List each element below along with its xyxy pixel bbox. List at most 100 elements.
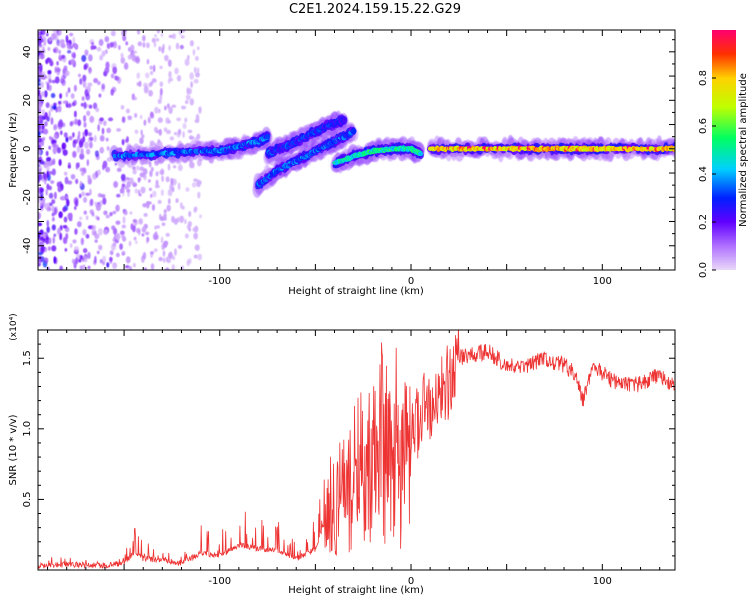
colorbar-tick-label: 0.4 <box>698 166 709 182</box>
spectrogram-cell <box>67 87 71 94</box>
spectrogram-cell <box>165 117 170 124</box>
spectrogram-cell <box>105 214 110 219</box>
spectrogram-cell <box>116 167 122 173</box>
spectrogram-cell <box>137 228 141 236</box>
spectrogram-cell <box>350 128 357 134</box>
spectrogram-cell <box>98 93 102 98</box>
spectrogram-cell <box>168 70 172 79</box>
spectrogram-cell <box>164 54 169 62</box>
spectrogram-cell <box>193 178 198 183</box>
spectrogram-cell <box>129 211 133 215</box>
spectrogram-cell <box>53 124 58 128</box>
spectrogram-cell <box>98 39 104 47</box>
spectrogram-cell <box>59 130 63 135</box>
spectrogram-cell <box>64 176 69 185</box>
spectrogram-cell <box>102 120 107 126</box>
spectrogram-cell <box>153 248 158 253</box>
spectrogram-cell <box>125 177 130 181</box>
spectrogram-cell <box>83 115 87 123</box>
spectrogram-cell <box>76 221 82 228</box>
spectrogram-cell <box>90 198 94 206</box>
spectrogram-cell <box>72 140 77 148</box>
spectrogram-cell <box>80 237 84 246</box>
spectrogram-cell <box>194 225 199 233</box>
snr-xtick-label: 0 <box>408 576 414 587</box>
spectrogram-cell <box>184 218 187 225</box>
spectrogram-cell <box>38 47 41 52</box>
spectrogram-cell <box>174 67 179 75</box>
spectrogram-cell <box>72 239 77 244</box>
spectrogram-cell <box>148 187 153 191</box>
spectrogram-cell <box>180 105 187 110</box>
spectrogram-cell <box>77 130 81 138</box>
spectrogram-cell <box>189 136 195 140</box>
spectrogram-cell <box>125 108 130 114</box>
spectrogram-cell <box>184 233 189 239</box>
spectrogram-cell <box>82 74 87 82</box>
spectrogram-cell <box>67 180 73 185</box>
spectrogram-cell <box>87 175 91 180</box>
spectrogram-cell <box>44 121 48 127</box>
spectrogram-cell <box>76 145 81 154</box>
spectrogram-cell <box>39 81 44 89</box>
spectrogram-cell <box>165 232 170 237</box>
spectrogram-cell <box>45 236 49 241</box>
spectrogram-cell <box>79 265 84 270</box>
spectrogram-cell <box>150 193 153 198</box>
spectrogram-cell <box>147 116 151 123</box>
colorbar-tick-label: 0.8 <box>698 70 709 86</box>
spectrogram-cell <box>190 81 193 89</box>
spectrogram-cell <box>196 46 200 51</box>
spectrogram-cell <box>56 181 60 188</box>
spectrogram-cell <box>123 62 129 70</box>
spectrogram-cell <box>82 248 88 254</box>
spectrogram-ytick-label: 20 <box>22 94 33 107</box>
spectrogram-cell <box>59 232 63 241</box>
spectrogram-cell <box>168 106 173 115</box>
spectrogram-cell <box>149 170 153 177</box>
chart-title: C2E1.2024.159.15.22.G29 <box>288 2 462 17</box>
spectrogram-cell <box>189 161 194 169</box>
spectrogram-cell <box>179 44 184 50</box>
spectrogram-cell <box>157 199 162 204</box>
spectrogram-cell <box>159 81 164 88</box>
spectrogram-cell <box>110 243 116 251</box>
spectrogram-cell <box>81 54 87 62</box>
spectrogram-cell <box>112 227 118 235</box>
spectrogram-cell <box>135 240 138 244</box>
spectrogram-cell <box>179 215 185 224</box>
spectrogram-cell <box>160 215 165 222</box>
spectrogram-cell <box>85 215 89 220</box>
spectrogram-cell <box>81 191 85 197</box>
spectrogram-cell <box>68 212 73 220</box>
spectrogram-cell <box>158 108 161 114</box>
spectrogram-cell <box>100 193 106 198</box>
spectrogram-cell <box>107 117 114 122</box>
spectrogram-cell <box>51 33 56 41</box>
spectrogram-cell <box>106 262 110 268</box>
spectrogram-cell <box>152 64 156 73</box>
spectrogram-cell <box>144 231 150 236</box>
spectrogram-cell <box>120 57 126 64</box>
spectrogram-cell <box>182 122 187 130</box>
spectrogram-cell <box>160 168 165 176</box>
spectrogram-cell <box>121 224 126 229</box>
spectrogram-cell <box>185 187 190 192</box>
spectrogram-cell <box>99 54 104 61</box>
spectrogram-cell <box>75 198 78 207</box>
spectrogram-cell <box>167 163 171 171</box>
spectrogram-cell <box>148 89 154 97</box>
spectrogram-cell <box>47 74 52 80</box>
spectrogram-cell <box>164 240 169 246</box>
spectrogram-cell <box>189 98 195 106</box>
spectrogram-cell <box>145 201 150 209</box>
spectrogram-cell <box>132 169 137 175</box>
spectrogram-cell <box>82 229 87 236</box>
spectrogram-cell <box>155 171 159 177</box>
spectrogram-cell <box>195 72 200 78</box>
spectrogram-cell <box>94 150 99 157</box>
snr-xlabel: Height of straight line (km) <box>288 585 424 596</box>
spectrogram-cell <box>154 106 159 114</box>
spectrogram-cell <box>53 134 58 140</box>
